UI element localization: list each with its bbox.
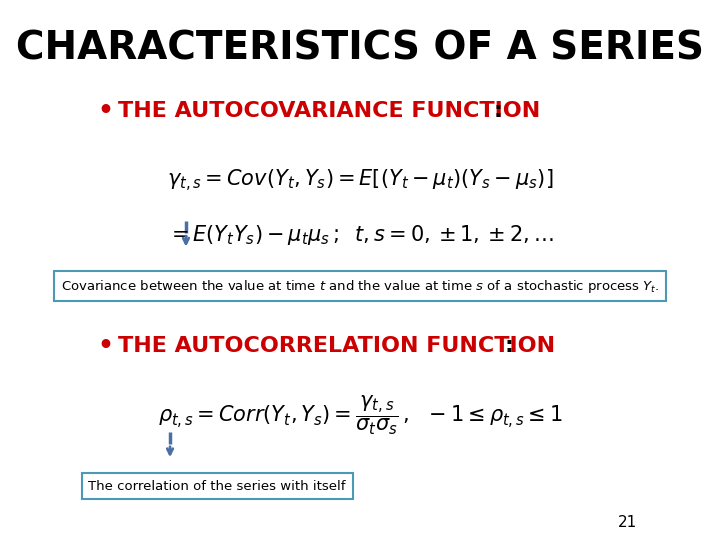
Text: $\gamma_{t,s} = Cov(Y_t, Y_s) = E\left[(Y_t - \mu_t)(Y_s - \mu_s)\right]$: $\gamma_{t,s} = Cov(Y_t, Y_s) = E\left[(… <box>167 168 553 194</box>
Text: $\rho_{t,s} = Corr(Y_t, Y_s) = \dfrac{\gamma_{t,s}}{\sigma_t \sigma_s}\,,\;\; -1: $\rho_{t,s} = Corr(Y_t, Y_s) = \dfrac{\g… <box>158 394 562 437</box>
Text: THE AUTOCORRELATION FUNCTION: THE AUTOCORRELATION FUNCTION <box>118 335 555 356</box>
Text: The correlation of the series with itself: The correlation of the series with itsel… <box>89 480 346 492</box>
Text: 21: 21 <box>618 515 637 530</box>
Text: •: • <box>97 99 114 123</box>
Text: •: • <box>97 334 114 357</box>
Text: :: : <box>493 100 503 121</box>
Text: THE AUTOCOVARIANCE FUNCTION: THE AUTOCOVARIANCE FUNCTION <box>118 100 540 121</box>
Text: Covariance between the value at time $t$ and the value at time $s$ of a stochast: Covariance between the value at time $t$… <box>60 278 660 295</box>
Text: $= E(Y_t Y_s) - \mu_t \mu_s\,;\;\; t,s = 0, \pm 1, \pm 2,\ldots$: $= E(Y_t Y_s) - \mu_t \mu_s\,;\;\; t,s =… <box>166 223 554 247</box>
Text: :: : <box>505 335 513 356</box>
Text: CHARACTERISTICS OF A SERIES: CHARACTERISTICS OF A SERIES <box>16 30 704 68</box>
